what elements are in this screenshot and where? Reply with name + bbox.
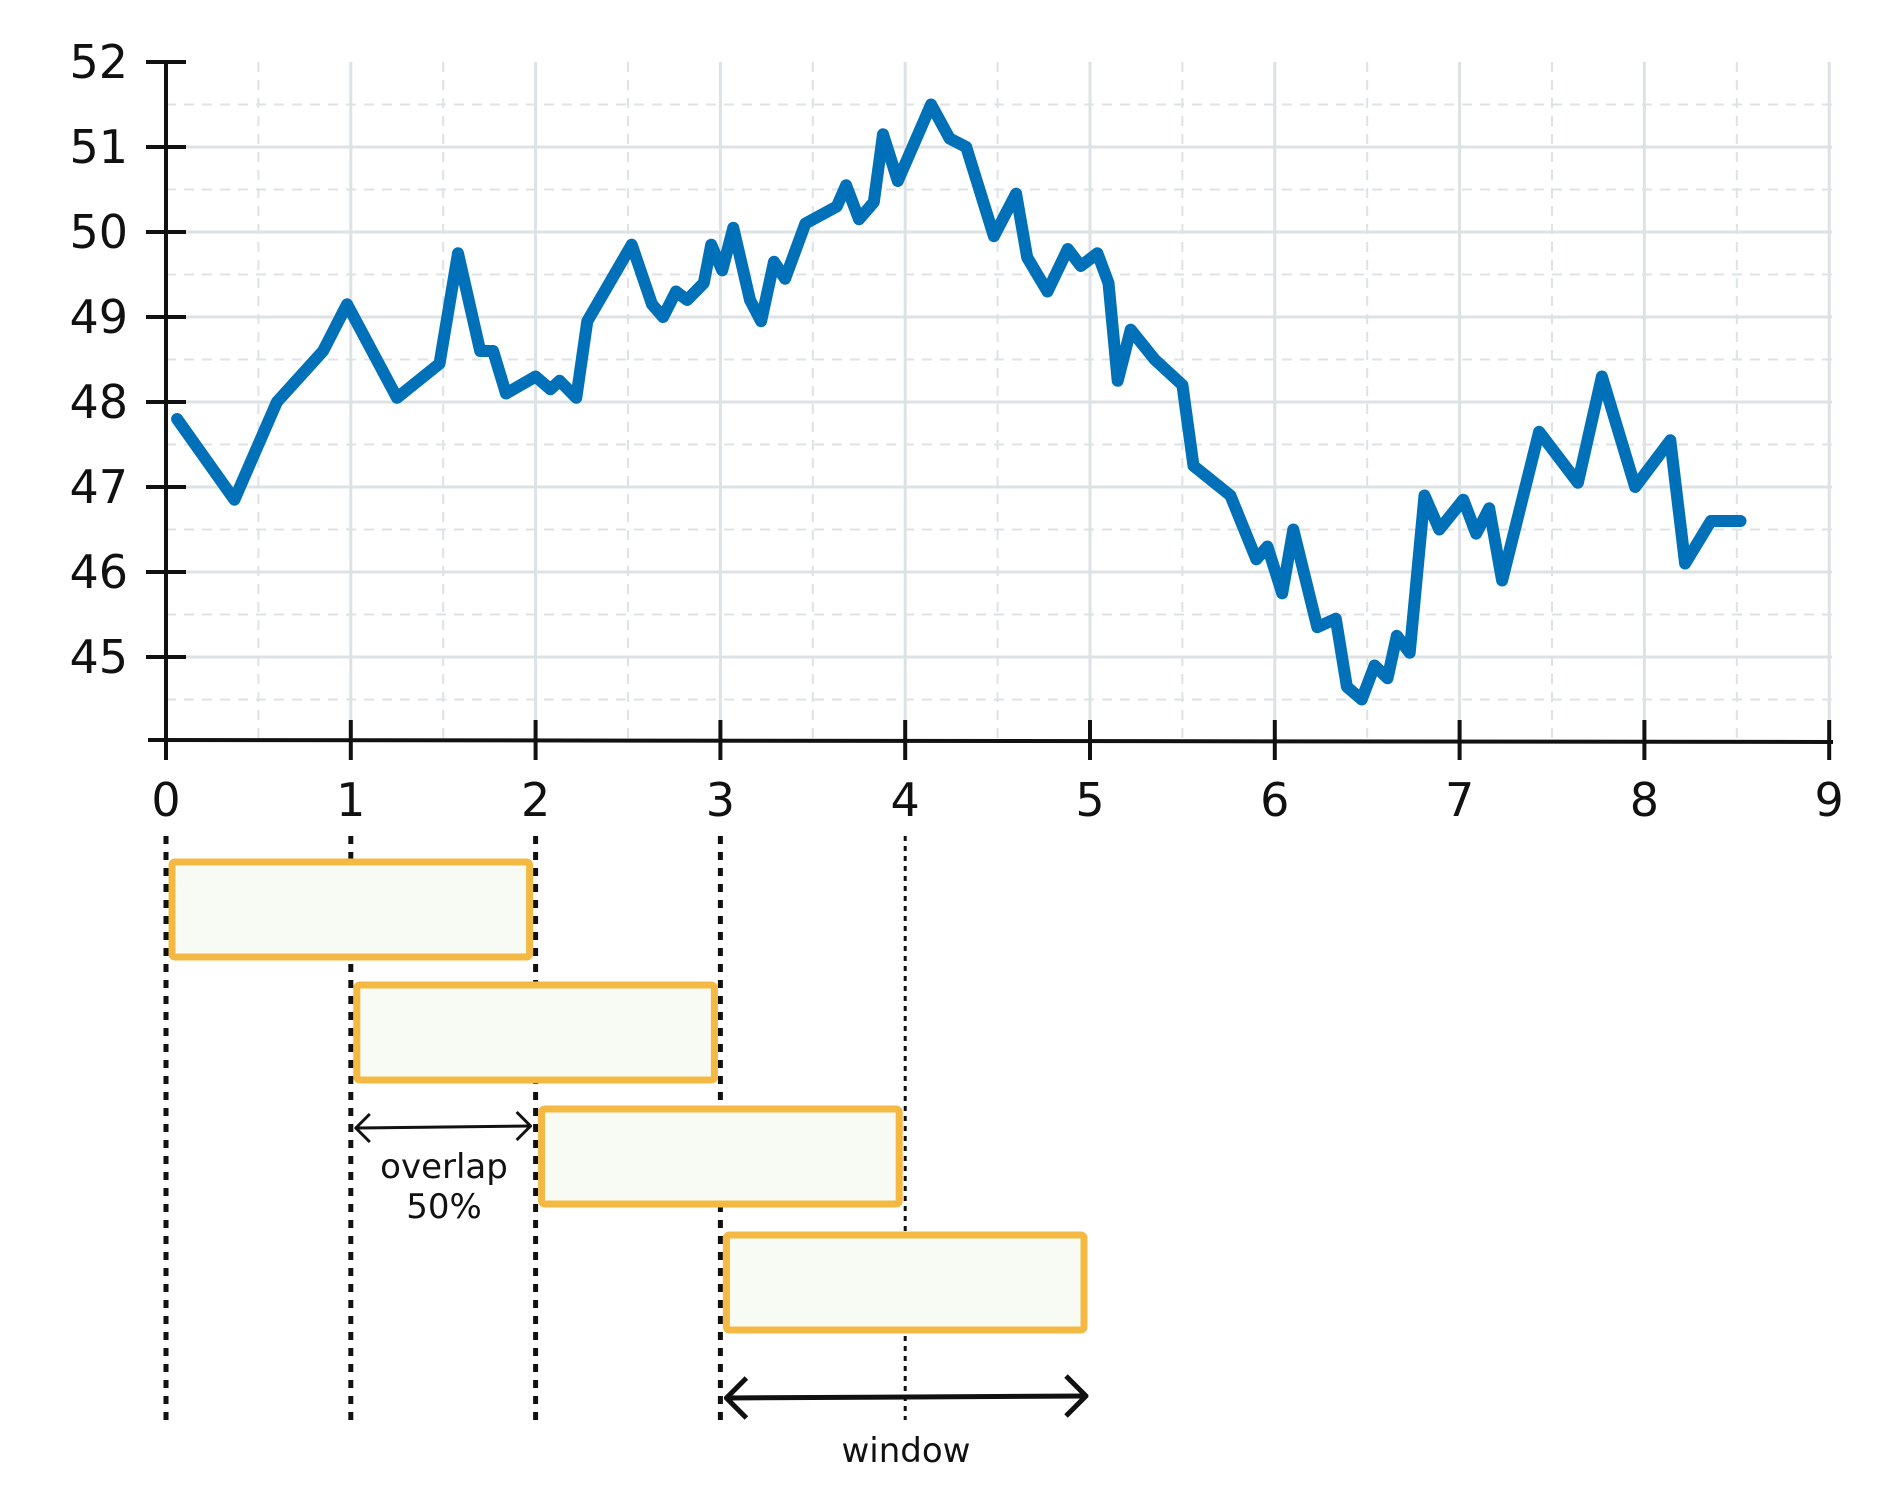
x-tick-label: 7 <box>1445 773 1474 827</box>
x-tick-label: 4 <box>891 773 920 827</box>
series-line <box>171 98 1747 706</box>
y-tick-label: 45 <box>69 630 128 684</box>
y-tick-label: 50 <box>69 205 128 259</box>
arrow-head-right <box>1064 1374 1089 1418</box>
overlap-label-line2: 50% <box>406 1187 482 1227</box>
window-box <box>168 858 534 961</box>
window-box <box>353 981 718 1084</box>
window-box <box>538 1105 903 1208</box>
arrow-head-left <box>354 1112 371 1144</box>
x-tick-label: 3 <box>706 773 735 827</box>
y-tick-label: 51 <box>69 120 128 174</box>
x-axis-line <box>147 738 1834 744</box>
arrow-shaft <box>726 1393 1087 1401</box>
window-arrow <box>723 1374 1089 1420</box>
y-tick-label: 46 <box>69 545 128 599</box>
x-tick-label: 2 <box>521 773 550 827</box>
x-ticks: 0 1 2 3 4 5 6 7 8 9 <box>151 720 1844 827</box>
y-tick-label: 49 <box>69 290 128 344</box>
y-ticks: 45 46 47 48 49 50 51 52 <box>69 35 186 684</box>
window-label: window <box>842 1431 971 1471</box>
x-tick-label: 1 <box>336 773 365 827</box>
x-tick-label: 0 <box>151 773 180 827</box>
y-tick-label: 52 <box>69 35 128 89</box>
window-annotations <box>163 836 1089 1420</box>
x-tick-label: 9 <box>1815 773 1844 827</box>
grid <box>166 62 1832 740</box>
y-tick-label: 48 <box>69 375 128 429</box>
series <box>171 98 1747 706</box>
arrow-head-right <box>515 1110 533 1142</box>
y-tick-label: 47 <box>69 460 128 514</box>
x-tick-label: 6 <box>1260 773 1289 827</box>
x-tick-label: 5 <box>1075 773 1104 827</box>
arrow-head-left <box>723 1376 749 1420</box>
arrow-shaft <box>355 1124 531 1130</box>
overlap-arrow <box>354 1110 533 1144</box>
x-tick-label: 8 <box>1630 773 1659 827</box>
window-box <box>722 1231 1088 1334</box>
overlap-label-line1: overlap <box>380 1147 508 1187</box>
annotation-labels: overlap 50% window <box>380 1147 970 1471</box>
